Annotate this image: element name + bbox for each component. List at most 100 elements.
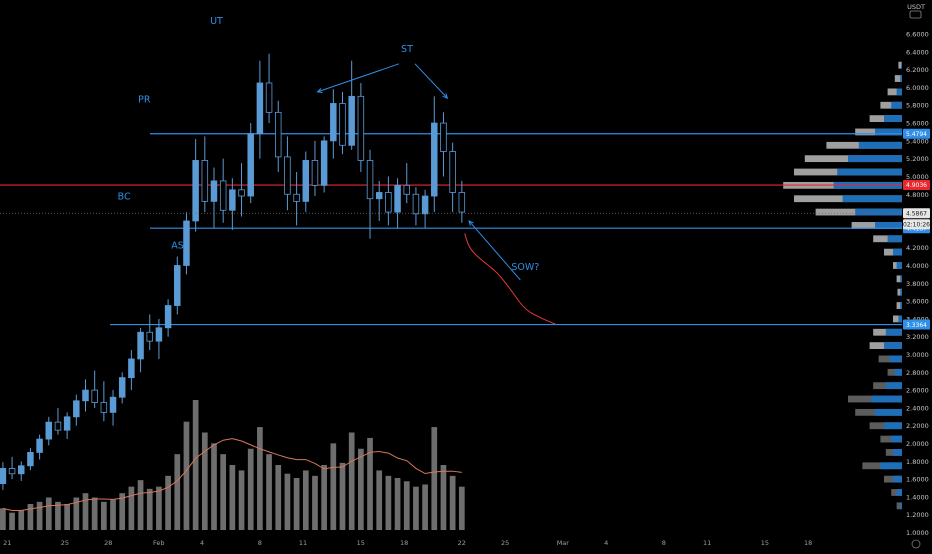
annotation-pr: PR <box>138 95 151 106</box>
profile-bar-inner <box>896 489 902 496</box>
lock-icon[interactable] <box>909 10 922 19</box>
volume-ma-line <box>2 438 462 511</box>
profile-bar-inner <box>848 155 902 163</box>
profile-bar-outer <box>893 315 902 323</box>
chart-ui[interactable]: USDT <box>907 3 925 549</box>
candle-body <box>183 220 190 266</box>
annotation-as: AS <box>171 241 184 252</box>
y-tick-label: 2.4000 <box>906 404 929 412</box>
x-tick-label: 8 <box>662 539 666 547</box>
candle-body <box>174 265 181 306</box>
annotation-st: ST <box>401 44 413 55</box>
y-axis[interactable]: 6.6000 6.4000 6.2000 6.0000 5.8000 5.6000 5.40… <box>906 31 929 538</box>
volume-bar <box>257 427 263 530</box>
volume-bar <box>238 470 245 530</box>
candle-body <box>403 184 410 195</box>
profile-bar-inner <box>901 61 902 69</box>
profile-bar-inner <box>884 115 902 122</box>
volume-bar <box>431 427 438 530</box>
candle-body <box>118 377 126 398</box>
candles <box>0 53 466 490</box>
volume-bar <box>339 462 346 530</box>
volume-bar <box>376 470 383 530</box>
volume-bar <box>312 475 318 530</box>
arrow-st-left <box>317 63 400 93</box>
arrow-st-left-head <box>316 88 323 93</box>
auto-scale-icon[interactable] <box>911 539 921 549</box>
volume-bar <box>413 486 419 530</box>
candle-body <box>339 103 346 146</box>
volume-bar <box>27 504 34 530</box>
y-tick-label: 3.2000 <box>906 333 929 341</box>
candle-body <box>421 195 429 215</box>
projection-line <box>464 233 556 325</box>
y-tick-label: 4.2000 <box>906 244 929 252</box>
volume-profile <box>783 61 902 510</box>
volume-bar <box>192 400 199 530</box>
countdown-label: 02:10:26 <box>903 221 930 228</box>
y-tick-label: 2.6000 <box>906 387 929 395</box>
candle-body <box>431 122 438 197</box>
volume-bar <box>55 501 61 530</box>
profile-bar-outer <box>896 275 902 283</box>
volume-bar <box>458 486 465 530</box>
profile-bar-inner <box>891 435 902 443</box>
projection-path <box>464 233 556 325</box>
x-tick-label: 15 <box>357 539 365 547</box>
candle-body <box>8 468 16 475</box>
volume-bar <box>266 454 272 530</box>
y-tick-label: 6.2000 <box>906 66 929 74</box>
annotations: PR BC AS UT ST SOW? <box>118 16 540 273</box>
y-tick-label: 5.8000 <box>906 102 929 110</box>
x-axis[interactable]: 21 25 28 Feb 4 8 11 15 18 22 25 Mar 4 8 11 15 18 <box>3 539 812 547</box>
volume-bar <box>358 448 364 530</box>
candle-body <box>91 389 98 403</box>
profile-bar-outer <box>898 61 902 69</box>
profile-bar-inner <box>875 222 902 229</box>
candle-body <box>219 180 227 211</box>
x-tick-label: 11 <box>299 539 307 547</box>
candle-body <box>82 389 89 402</box>
candle-body <box>247 133 254 197</box>
candle-body <box>238 189 245 197</box>
candle-body <box>63 416 71 431</box>
candle-body <box>458 192 466 213</box>
volume-bar <box>440 465 447 530</box>
volume-bar <box>275 465 282 530</box>
candle-body <box>201 160 209 202</box>
candle-body <box>155 327 163 342</box>
y-tick-label: 5.4000 <box>906 137 929 145</box>
volume-bar <box>146 488 153 530</box>
y-tick-label: 1.6000 <box>906 476 929 484</box>
candle-body <box>348 95 355 146</box>
x-tick-label: 8 <box>258 539 262 547</box>
profile-bar-outer <box>894 75 902 82</box>
x-tick-label: 25 <box>61 539 69 547</box>
volume-bar <box>119 493 126 530</box>
volume-bar <box>36 501 43 530</box>
candle-body <box>320 140 328 186</box>
y-tick-label: 3.6000 <box>906 298 929 306</box>
profile-bar-inner <box>894 368 902 376</box>
profile-bar-inner <box>858 141 902 149</box>
profile-bar-inner <box>898 315 902 323</box>
volume-bar <box>73 497 80 530</box>
profile-bar-inner <box>875 408 902 416</box>
profile-bar-inner <box>891 101 902 109</box>
volume-bar <box>45 497 52 530</box>
volume-bar <box>284 473 291 530</box>
volume-bar <box>101 501 107 530</box>
profile-bar-inner <box>893 449 902 456</box>
profile-bar-inner <box>893 248 902 256</box>
countdown-bg <box>903 219 930 230</box>
candle-body <box>256 82 264 135</box>
annotation-ut: UT <box>210 16 223 27</box>
profile-bar-inner <box>896 88 902 96</box>
candle-body <box>229 189 236 211</box>
candle-body <box>440 122 447 152</box>
volume-bar <box>293 478 300 530</box>
volume-bar <box>348 432 355 530</box>
profile-bar-inner <box>875 128 902 136</box>
